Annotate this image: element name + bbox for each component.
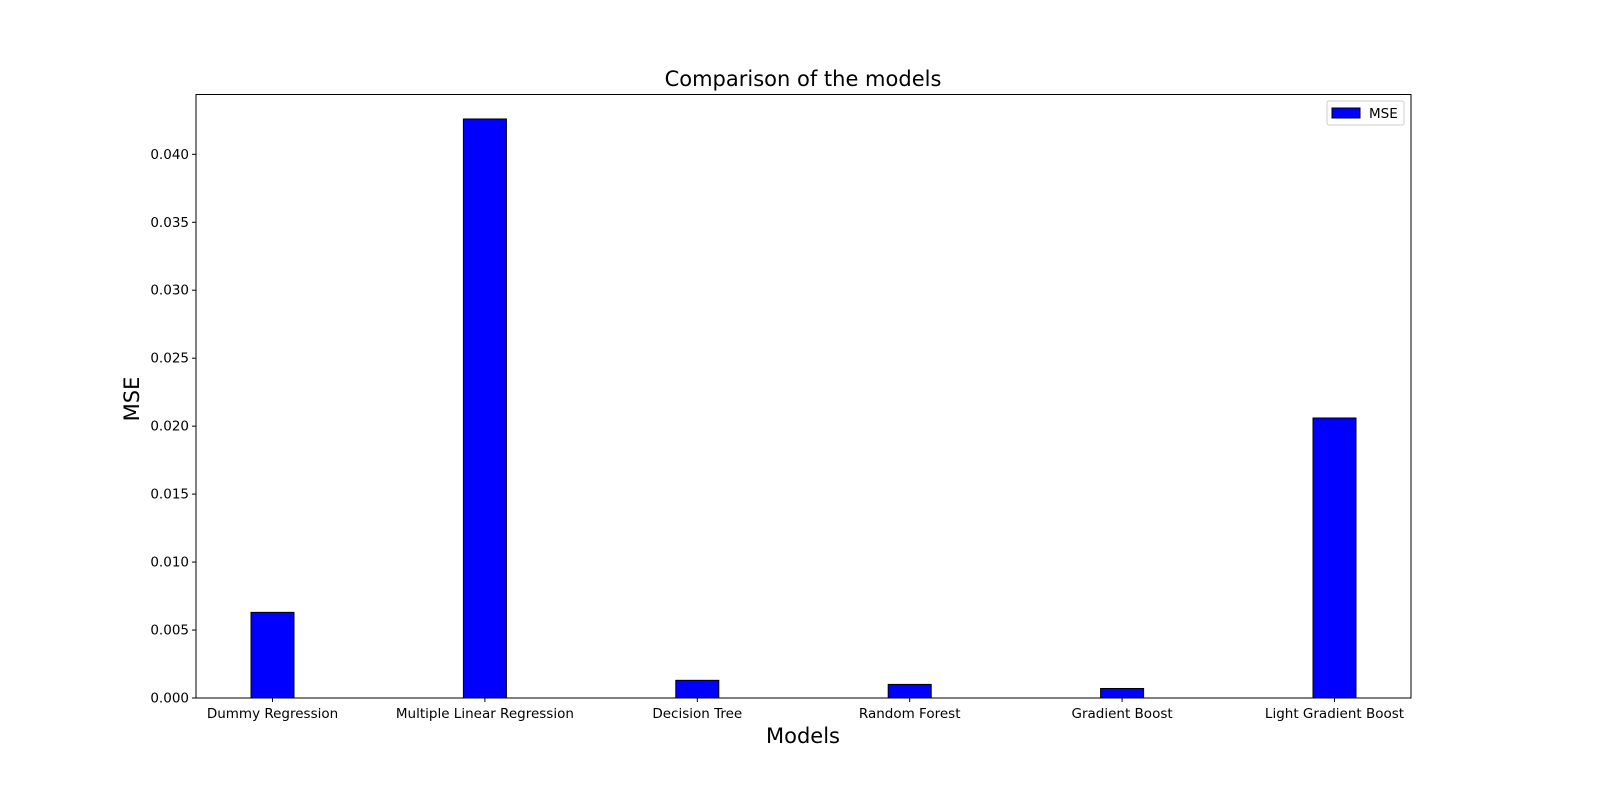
bars <box>250 118 1357 699</box>
bar <box>887 683 932 699</box>
y-tick-label: 0.040 <box>150 147 189 163</box>
x-tick-label: Dummy Regression <box>207 706 338 722</box>
y-tick-label: 0.035 <box>150 215 189 231</box>
y-tick-label: 0.025 <box>150 351 189 367</box>
y-tick-label: 0.000 <box>150 691 189 707</box>
legend-swatch <box>1331 107 1361 119</box>
chart-title: Comparison of the models <box>665 67 942 91</box>
y-tick-label: 0.010 <box>150 555 189 571</box>
x-tick-label: Random Forest <box>859 706 961 722</box>
x-tick-label: Multiple Linear Regression <box>396 706 574 722</box>
x-axis-label: Models <box>766 724 840 748</box>
y-tick-label: 0.005 <box>150 623 189 639</box>
legend-frame <box>1326 100 1405 126</box>
x-tick-label: Light Gradient Boost <box>1265 706 1404 722</box>
legend-label: MSE <box>1369 106 1398 122</box>
y-axis-label: MSE <box>120 377 144 422</box>
y-axis: 0.000 0.005 0.010 0.015 0.020 0.025 0.030 0.035… <box>150 147 196 707</box>
x-axis: Dummy Regression Multiple Linear Regressi… <box>207 698 1404 722</box>
bar <box>1100 687 1145 699</box>
bar <box>250 611 295 699</box>
x-tick-label: Decision Tree <box>652 706 742 722</box>
bar <box>1312 417 1357 699</box>
plot-frame <box>195 94 1412 699</box>
bar <box>675 679 720 699</box>
bar <box>462 118 507 699</box>
y-tick-label: 0.030 <box>150 283 189 299</box>
legend: MSE <box>1326 100 1405 126</box>
y-tick-label: 0.020 <box>150 419 189 435</box>
x-tick-label: Gradient Boost <box>1072 706 1173 722</box>
y-tick-label: 0.015 <box>150 487 189 503</box>
